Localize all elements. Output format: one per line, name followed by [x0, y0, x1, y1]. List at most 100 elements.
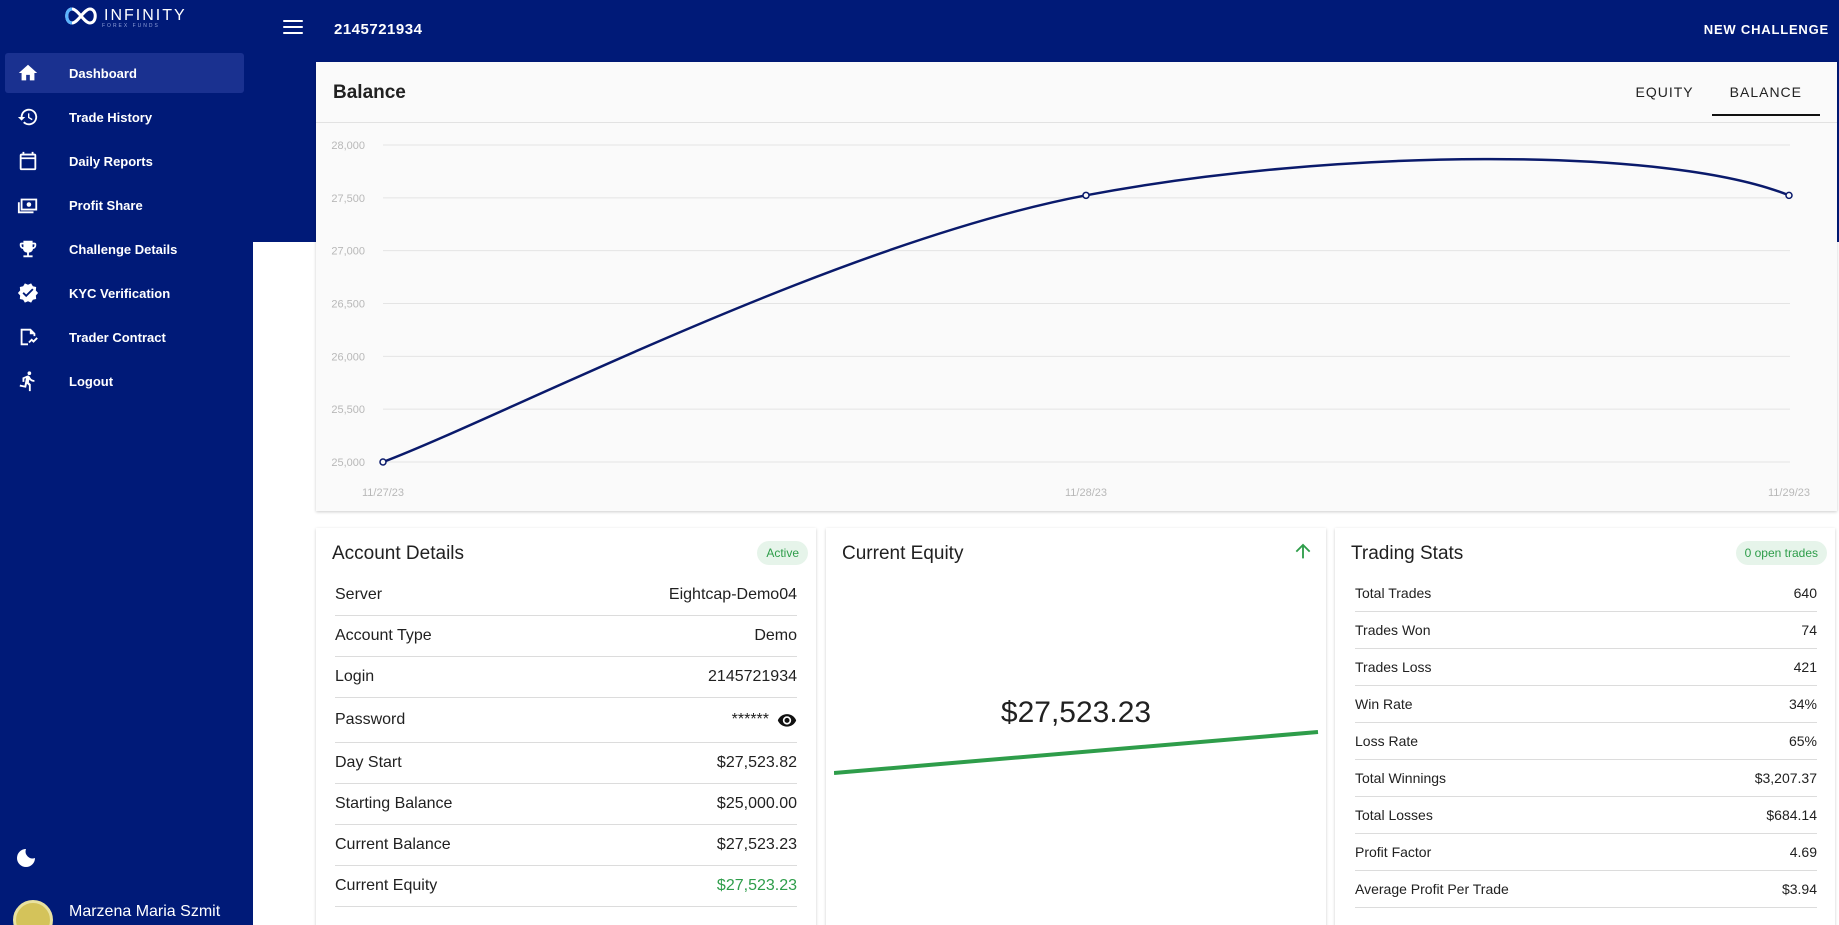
y-tick-label: 28,000 — [331, 140, 365, 152]
detail-label: Starting Balance — [335, 795, 453, 812]
detail-row-login: Login 2145721934 — [335, 657, 797, 698]
balance-data-point — [1785, 191, 1793, 200]
trading-stats-list: Total Trades 640 Trades Won 74 Trades Loss… — [1355, 575, 1817, 908]
sidebar-item-label: Daily Reports — [69, 153, 153, 169]
top-app-bar: 2145721934 NEW CHALLENGE — [253, 0, 1839, 62]
brand-subtitle: FOREX FUNDS — [102, 23, 160, 29]
status-badge: Active — [757, 541, 808, 565]
detail-value: $27,523.23 — [716, 877, 797, 894]
stat-row: Average Profit Per Trade $3.94 — [1355, 871, 1817, 908]
detail-label: Current Equity — [335, 877, 438, 894]
contract-icon — [13, 325, 43, 349]
stat-value: $3.94 — [1781, 881, 1817, 897]
current-equity-card: Current Equity $27,523.23 — [826, 528, 1326, 925]
sidebar-item-daily-reports[interactable]: Daily Reports — [5, 141, 244, 181]
detail-row-password: Password ****** — [335, 698, 797, 743]
stat-label: Win Rate — [1355, 696, 1413, 712]
stat-label: Trades Loss — [1355, 659, 1432, 675]
x-tick-label: 11/28/23 — [1065, 487, 1107, 499]
sidebar-item-trade-history[interactable]: Trade History — [5, 97, 244, 137]
stat-label: Total Losses — [1355, 807, 1433, 823]
stat-row: Trades Loss 421 — [1355, 649, 1817, 686]
chart-divider — [316, 122, 1837, 123]
sidebar-item-label: Challenge Details — [69, 241, 178, 257]
stat-value: 421 — [1793, 659, 1817, 675]
y-tick-label: 27,000 — [331, 246, 365, 258]
detail-value: Eightcap-Demo04 — [668, 586, 797, 603]
stat-value: 74 — [1801, 622, 1817, 638]
detail-row-account-type: Account Type Demo — [335, 616, 797, 657]
y-tick-label: 25,500 — [331, 404, 365, 416]
balance-data-point — [379, 458, 387, 466]
home-icon — [13, 61, 43, 85]
tab-equity[interactable]: EQUITY — [1635, 84, 1694, 100]
sidebar-item-label: Trader Contract — [69, 329, 166, 345]
moon-icon[interactable] — [14, 846, 38, 870]
stat-value: 34% — [1788, 696, 1817, 712]
sidebar-item-challenge-details[interactable]: Challenge Details — [5, 229, 244, 269]
detail-value: $27,523.23 — [716, 836, 797, 853]
detail-value: 2145721934 — [708, 668, 797, 685]
chart-card-title: Balance — [333, 82, 406, 103]
y-tick-label: 26,500 — [331, 299, 365, 311]
trading-stats-title: Trading Stats — [1351, 543, 1464, 564]
sidebar-item-logout[interactable]: Logout — [5, 361, 244, 401]
balance-line-chart: 28,000 27,500 27,000 26,500 26,000 25,500 25,0… — [331, 140, 1810, 499]
current-equity-value: $27,523.23 — [1000, 696, 1152, 729]
hamburger-menu-icon[interactable] — [283, 20, 303, 38]
new-challenge-button[interactable]: NEW CHALLENGE — [1703, 22, 1829, 37]
stat-value: $3,207.37 — [1754, 770, 1817, 786]
stat-value: 4.69 — [1789, 844, 1817, 860]
history-icon — [13, 105, 43, 129]
sidebar-item-kyc-verification[interactable]: KYC Verification — [5, 273, 244, 313]
stat-value: 640 — [1793, 585, 1817, 601]
y-tick-label: 27,500 — [331, 193, 365, 205]
money-icon — [13, 193, 43, 217]
balance-data-point — [1082, 191, 1090, 200]
brand-logo[interactable]: INFINITY FOREX FUNDS — [62, 5, 187, 29]
detail-label: Password — [335, 711, 406, 728]
stat-value: 65% — [1788, 733, 1817, 749]
y-tick-label: 26,000 — [331, 351, 365, 363]
detail-value: $27,523.82 — [716, 754, 797, 771]
stat-label: Trades Won — [1355, 622, 1431, 638]
account-details-list: Server Eightcap-Demo04 Account Type Demo… — [335, 575, 797, 907]
infinity-logo-icon — [65, 7, 97, 25]
user-name: Marzena Maria Szmit — [69, 903, 221, 920]
sidebar-item-profit-share[interactable]: Profit Share — [5, 185, 244, 225]
account-details-card: Account Details Active Server Eightcap-D… — [316, 528, 816, 925]
stat-label: Loss Rate — [1355, 733, 1419, 749]
sidebar-item-label: KYC Verification — [69, 285, 171, 301]
sidebar-item-label: Logout — [69, 373, 114, 389]
eye-icon[interactable] — [777, 713, 797, 727]
open-trades-badge: 0 open trades — [1735, 541, 1827, 565]
detail-label: Day Start — [335, 754, 402, 771]
stat-row: Win Rate 34% — [1355, 686, 1817, 723]
stat-row: Total Trades 640 — [1355, 575, 1817, 612]
user-profile[interactable]: Marzena Maria Szmit — [13, 900, 220, 925]
detail-row-starting-balance: Starting Balance $25,000.00 — [335, 784, 797, 825]
sidebar-item-label: Dashboard — [69, 65, 137, 81]
stat-row: Profit Factor 4.69 — [1355, 834, 1817, 871]
arrow-up-icon — [1295, 543, 1311, 559]
avatar — [13, 900, 53, 925]
sidebar-nav: Dashboard Trade History Daily Reports Pr… — [5, 53, 244, 405]
stat-label: Profit Factor — [1355, 844, 1432, 860]
tab-balance[interactable]: BALANCE — [1711, 62, 1821, 116]
equity-trend-sparkline — [834, 730, 1319, 775]
detail-label: Login — [335, 668, 375, 685]
calendar-icon — [13, 149, 43, 173]
account-details-title: Account Details — [332, 543, 465, 564]
sidebar-item-trader-contract[interactable]: Trader Contract — [5, 317, 244, 357]
sidebar-item-dashboard[interactable]: Dashboard — [5, 53, 244, 93]
stat-row: Loss Rate 65% — [1355, 723, 1817, 760]
balance-chart-card: Balance EQUITY BALANCE 28,000 27,500 27,00… — [316, 62, 1837, 511]
detail-value: Demo — [754, 627, 797, 644]
sidebar-item-label: Trade History — [69, 109, 153, 125]
stat-row: Total Losses $684.14 — [1355, 797, 1817, 834]
password-mask: ****** — [731, 711, 769, 728]
detail-label: Account Type — [335, 627, 432, 644]
sidebar: INFINITY FOREX FUNDS Dashboard Trade His… — [0, 0, 253, 925]
stat-label: Average Profit Per Trade — [1355, 881, 1509, 897]
trading-stats-card: Trading Stats 0 open trades Total Trades… — [1335, 528, 1835, 925]
